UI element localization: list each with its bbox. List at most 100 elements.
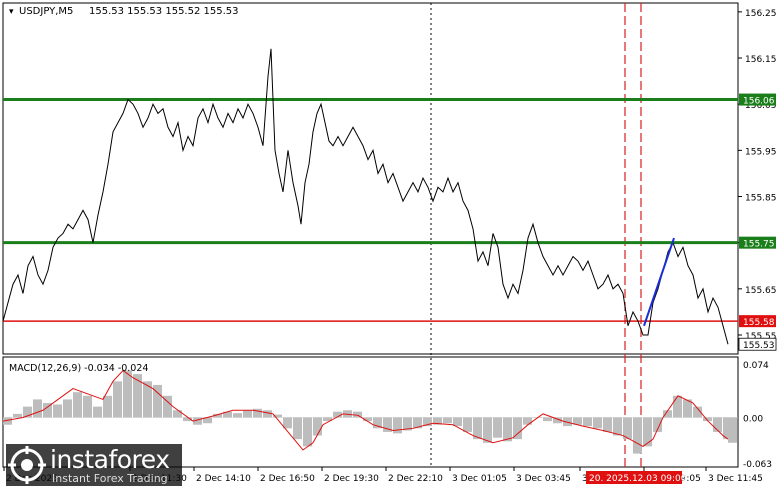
- macd-bar: [683, 399, 692, 418]
- macd-bar: [553, 417, 562, 424]
- time-tick-label: 2 Dec 14:10: [196, 474, 251, 484]
- macd-tick-label: 0.074: [743, 361, 769, 371]
- time-highlight-badge: [586, 471, 682, 484]
- macd-bar: [393, 417, 402, 434]
- macd-bar: [333, 411, 342, 418]
- macd-bar: [473, 417, 482, 440]
- macd-bar: [403, 417, 412, 431]
- macd-bar: [23, 406, 32, 418]
- macd-signal-line: [2, 369, 729, 451]
- macd-bar: [133, 374, 142, 418]
- macd-bar: [283, 417, 292, 429]
- macd-bar: [703, 417, 712, 422]
- macd-bar: [663, 410, 672, 418]
- time-tick-label: 2 Dec 19:30: [324, 474, 379, 484]
- price-tick-label: 156.15: [745, 55, 777, 65]
- price-tick-label: 155.55: [745, 332, 777, 342]
- macd-tick-label: 0.00: [743, 414, 763, 424]
- macd-bar: [583, 417, 592, 427]
- ohlc-readout: 155.53 155.53 155.52 155.53: [89, 6, 239, 17]
- level-badge-label: 155.75: [743, 240, 775, 250]
- macd-bar: [593, 417, 602, 429]
- level-badge: [739, 315, 776, 328]
- level-badge-label: 155.58: [743, 318, 775, 328]
- macd-bar: [423, 417, 432, 427]
- macd-bar: [63, 399, 72, 418]
- macd-bar: [413, 417, 422, 429]
- macd-bar: [243, 410, 252, 418]
- macd-bar: [383, 417, 392, 432]
- macd-bar: [713, 417, 722, 432]
- macd-bar: [73, 392, 82, 418]
- macd-label: MACD(12,26,9) -0.034 -0.024: [9, 363, 148, 374]
- macd-bar: [273, 414, 282, 418]
- current-price-badge: [738, 337, 777, 351]
- macd-bar: [193, 417, 202, 425]
- price-tick-label: 156.05: [745, 101, 777, 111]
- chart-menu-icon[interactable]: ▾: [9, 7, 14, 17]
- macd-bar: [253, 408, 262, 418]
- macd-bar: [183, 417, 192, 422]
- macd-bar: [643, 417, 652, 447]
- time-tick-label: 3 Dec 01:05: [452, 474, 507, 484]
- macd-tick-label: -0.063: [743, 460, 772, 470]
- level-badge: [739, 93, 776, 106]
- macd-bar: [153, 384, 162, 418]
- macd-bar: [453, 417, 462, 427]
- macd-bar: [723, 417, 732, 440]
- macd-bar: [443, 417, 452, 424]
- macd-bar: [543, 417, 552, 422]
- brand-name: instaforex: [50, 445, 170, 474]
- symbol-label: USDJPY,M5: [19, 6, 73, 17]
- macd-bar: [353, 411, 362, 418]
- macd-bar: [603, 417, 612, 432]
- macd-bar: [653, 417, 662, 432]
- time-tick-label: 3 Dec 11:45: [708, 474, 763, 484]
- brand-tagline: Instant Forex Trading: [52, 472, 168, 485]
- current-price-label: 155.53: [743, 341, 775, 351]
- macd-bar: [523, 417, 532, 425]
- macd-bar: [83, 395, 92, 418]
- price-tick-label: 155.65: [745, 286, 777, 296]
- macd-bar: [53, 404, 62, 418]
- macd-bar: [173, 410, 182, 418]
- macd-bar: [223, 411, 232, 418]
- macd-bar: [728, 417, 737, 443]
- trend-line: [643, 237, 675, 327]
- macd-bar: [313, 417, 322, 436]
- time-tick-label: 2 Dec 22:10: [388, 474, 443, 484]
- price-line: [2, 48, 729, 345]
- time-highlight-label: 20. 2025.12.03 09:00: [589, 474, 687, 484]
- macd-bar: [613, 417, 622, 436]
- macd-bar: [373, 417, 382, 429]
- macd-bar: [13, 413, 22, 418]
- macd-bar: [623, 417, 632, 440]
- level-badge: [739, 236, 776, 249]
- macd-bar: [93, 406, 102, 418]
- instaforex-logo-icon: [8, 446, 46, 484]
- macd-bar: [163, 395, 172, 418]
- macd-bar: [633, 417, 642, 454]
- price-tick-label: 156.25: [745, 9, 777, 19]
- price-panel[interactable]: [2, 2, 739, 355]
- macd-bar: [113, 381, 122, 418]
- macd-bar: [103, 395, 112, 418]
- macd-bar: [43, 403, 52, 418]
- macd-bar: [263, 410, 272, 418]
- instaforex-watermark: instaforex Instant Forex Trading: [6, 444, 182, 486]
- macd-bar: [463, 417, 472, 432]
- macd-bar: [513, 417, 522, 440]
- macd-bar: [303, 417, 312, 447]
- price-tick-label: 155.85: [745, 194, 777, 204]
- macd-bar: [673, 395, 682, 418]
- macd-bar: [693, 406, 702, 418]
- macd-bar: [203, 417, 212, 424]
- macd-bar: [33, 399, 42, 418]
- macd-bar: [323, 417, 332, 422]
- macd-bar: [503, 417, 512, 442]
- macd-bar: [483, 417, 492, 443]
- macd-bar: [233, 413, 242, 418]
- macd-bar: [213, 413, 222, 418]
- macd-bar: [363, 417, 372, 422]
